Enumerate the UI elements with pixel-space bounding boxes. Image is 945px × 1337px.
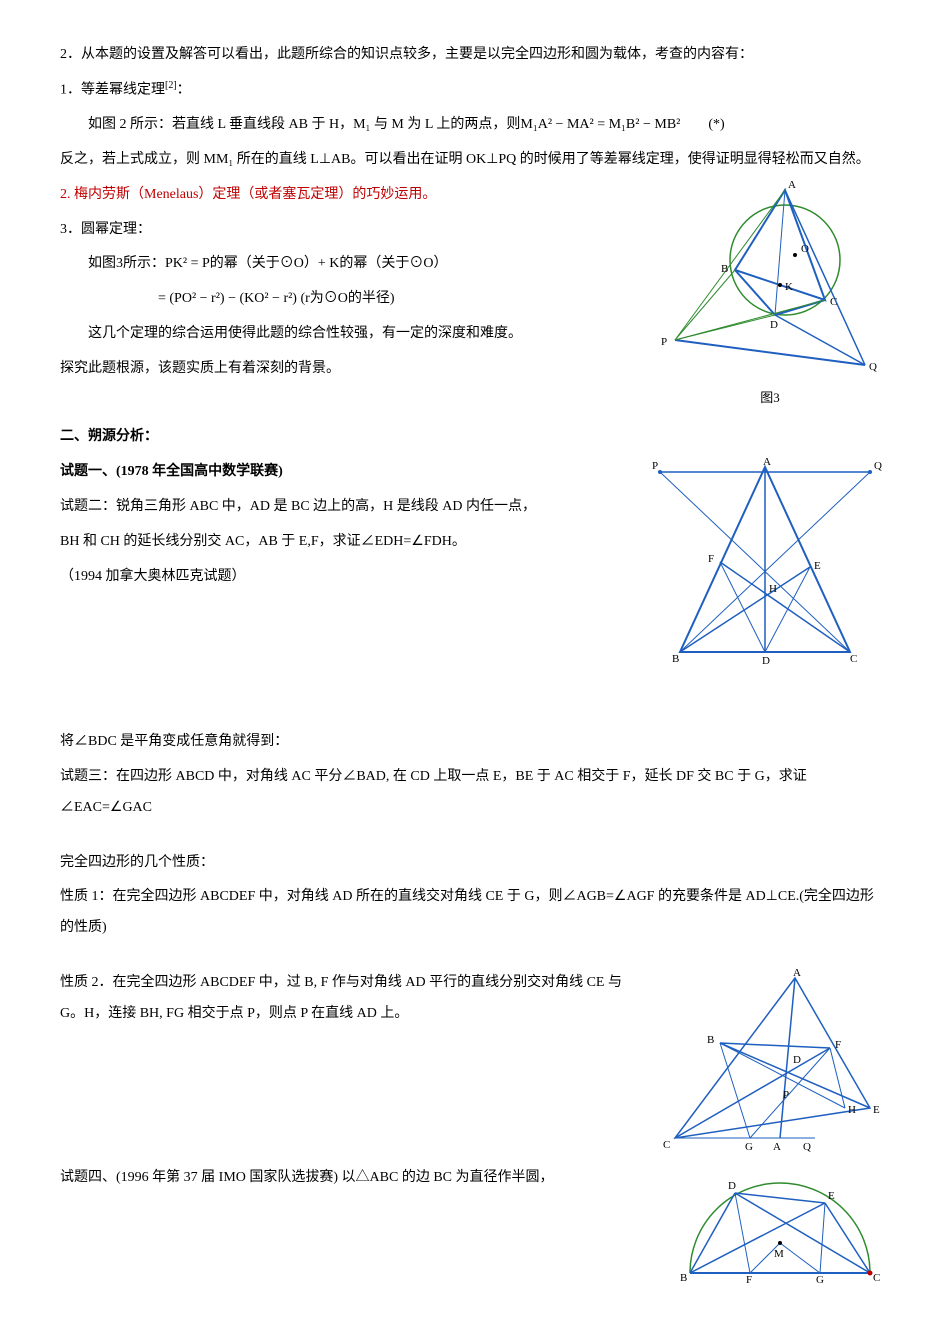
lbl-b4: B <box>680 1272 687 1283</box>
lbl-g3: G <box>745 1141 753 1153</box>
label-d: D <box>770 319 778 331</box>
line-pq <box>675 340 865 365</box>
para-bdc: 将∠BDC 是平角变成任意角就得到： <box>60 727 885 758</box>
line-fc <box>675 1048 830 1138</box>
lbl-d3: D <box>793 1054 801 1066</box>
figure-problem4: B C F G D E M <box>670 1163 885 1283</box>
line-pb <box>675 270 735 340</box>
lbl-b3: B <box>707 1034 714 1046</box>
lbl-d4: D <box>728 1180 736 1192</box>
line-pa <box>675 190 785 340</box>
equation: M₁A² − MA² = M₁B² − MB² <box>520 117 680 132</box>
pt-c4 <box>868 1271 873 1276</box>
problem-3: 试题三：在四边形 ABCD 中，对角线 AC 平分∠BAD, 在 CD 上取一点… <box>60 762 885 824</box>
label-b: B <box>721 263 728 275</box>
eq-star: (*) <box>708 117 724 132</box>
lbl-q3: Q <box>803 1141 811 1153</box>
property-1: 性质 1：在完全四边形 ABCDEF 中，对角线 AD 所在的直线交对角线 CE… <box>60 882 885 944</box>
lbl-f4: F <box>746 1274 752 1283</box>
pt-q <box>868 470 872 474</box>
point-o <box>793 253 797 257</box>
label-c: C <box>830 296 837 308</box>
line-bf <box>720 1043 830 1048</box>
tri-ace <box>675 978 870 1138</box>
figure-3-svg: A B C D K O P Q <box>655 180 885 380</box>
text: 1．等差幂线定理 <box>60 82 165 97</box>
label-p: P <box>661 336 667 348</box>
figure-3-caption: 图3 <box>655 384 885 413</box>
lbl-c4: C <box>873 1272 880 1283</box>
line-gm <box>780 1243 820 1273</box>
line-ad <box>775 190 785 315</box>
text: 与 M 为 L 上的两点，则 <box>370 117 520 132</box>
lbl-a32: A <box>773 1141 781 1153</box>
pt-m <box>778 1241 782 1245</box>
line-ed <box>765 567 810 652</box>
line-cd4 <box>735 1193 870 1273</box>
para-converse: 反之，若上式成立，则 MM₁ 所在的直线 L⊥AB。可以看出在证明 OK⊥PQ … <box>60 145 885 176</box>
figure-problem2-svg: P A Q B D C F E H <box>650 457 885 667</box>
label-q2: Q <box>874 460 882 472</box>
label-e2: E <box>814 560 821 572</box>
text: ： <box>177 82 191 97</box>
line-qd <box>775 315 865 365</box>
lbl-e3: E <box>873 1104 880 1116</box>
text: 如图 2 所示：若直线 L 垂直线段 AB 于 H， <box>88 117 353 132</box>
figure-property2-svg: A B F D C E G H P A Q <box>655 968 885 1153</box>
para-fig2-desc: 如图 2 所示：若直线 L 垂直线段 AB 于 H，M₁ 与 M 为 L 上的两… <box>60 110 885 141</box>
line-fd <box>720 562 765 652</box>
label-c2: C <box>850 653 857 665</box>
lbl-p3: P <box>783 1089 789 1101</box>
label-d2: D <box>762 655 770 667</box>
lbl-h3: H <box>848 1104 856 1116</box>
lbl-c3: C <box>663 1139 670 1151</box>
lbl-e4: E <box>828 1190 835 1202</box>
figure-3: A B C D K O P Q 图3 <box>655 180 885 413</box>
line-cp <box>660 472 850 652</box>
lbl-g4: G <box>816 1274 824 1283</box>
section-2-title: 二、朔源分析： <box>60 422 885 453</box>
para-intro: 2．从本题的设置及解答可以看出，此题所综合的知识点较多，主要是以完全四边形和圆为… <box>60 40 885 71</box>
line-df4 <box>735 1193 750 1273</box>
figure-problem2: P A Q B D C F E H <box>650 457 885 667</box>
line-fh <box>830 1048 845 1108</box>
label-o: O <box>801 243 809 255</box>
figure-problem4-svg: B C F G D E M <box>670 1163 885 1283</box>
figure-property2: A B F D C E G H P A Q <box>655 968 885 1153</box>
label-f2: F <box>708 553 714 565</box>
properties-title: 完全四边形的几个性质： <box>60 848 885 879</box>
ref-sup: [2] <box>165 80 177 91</box>
math: M₁ <box>353 117 370 132</box>
label-a2: A <box>763 457 771 468</box>
para-theorem1-title: 1．等差幂线定理[2]： <box>60 75 885 106</box>
label-q: Q <box>869 361 877 373</box>
line-cf <box>720 562 850 652</box>
label-a: A <box>788 180 796 191</box>
lbl-a3: A <box>793 968 801 979</box>
label-b2: B <box>672 653 679 665</box>
pt-p <box>658 470 662 474</box>
line-eg4 <box>820 1203 825 1273</box>
point-k <box>778 283 782 287</box>
label-p2: P <box>652 460 658 472</box>
line-qa <box>785 190 865 365</box>
label-k: K <box>785 281 793 293</box>
lbl-f3: F <box>835 1039 841 1051</box>
label-h2: H <box>769 583 777 595</box>
lbl-m4: M <box>774 1248 784 1260</box>
